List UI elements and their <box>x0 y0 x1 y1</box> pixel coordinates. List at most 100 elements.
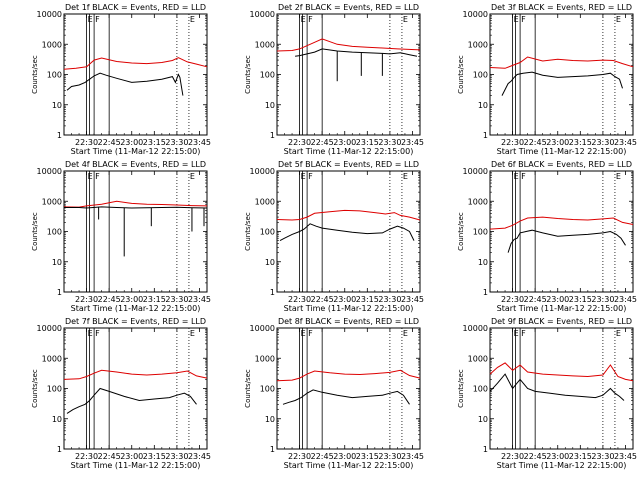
y-tick-label: 100 <box>260 71 275 80</box>
x-tick-label: 23:15 <box>143 295 166 304</box>
x-tick-label: 23:45 <box>614 295 637 304</box>
events-series-line <box>64 206 208 209</box>
y-tick-label: 1000 <box>468 197 488 206</box>
y-tick-label: 10000 <box>250 324 275 333</box>
x-tick-label: 22:30 <box>288 295 311 304</box>
panel-title: Det 5f BLACK = Events, RED = LLD <box>278 160 419 169</box>
marker-label: F <box>521 329 526 338</box>
marker-label: E <box>190 329 195 338</box>
marker-label: E <box>616 329 621 338</box>
lld-series-line <box>63 369 208 380</box>
x-tick-label: 23:30 <box>378 295 401 304</box>
x-axis-label: Start Time (11-Mar-12 22:15:00) <box>71 461 201 470</box>
x-tick-label: 23:15 <box>143 452 166 461</box>
x-tick-label: 22:30 <box>75 452 98 461</box>
events-series-line <box>66 72 184 96</box>
x-tick-label: 22:45 <box>98 138 121 147</box>
x-axis-label: Start Time (11-Mar-12 22:15:00) <box>284 147 414 156</box>
x-tick-label: 23:00 <box>333 452 356 461</box>
y-tick-label: 10000 <box>37 167 62 176</box>
y-axis-label: Counts/sec <box>457 212 465 251</box>
marker-label: E <box>190 15 195 24</box>
x-tick-label: 22:30 <box>288 138 311 147</box>
x-tick-label: 22:45 <box>311 452 334 461</box>
y-tick-label: 10 <box>478 101 488 110</box>
y-axis-label: Counts/sec <box>244 55 252 94</box>
y-tick-label: 10000 <box>250 10 275 19</box>
lld-series-line <box>489 362 634 382</box>
x-tick-label: 23:45 <box>401 295 424 304</box>
y-tick-label: 10 <box>52 101 62 110</box>
marker-label: E <box>514 15 519 24</box>
panel-title: Det 4f BLACK = Events, RED = LLD <box>65 160 206 169</box>
marker-label: E <box>301 15 306 24</box>
plot-frame <box>276 13 421 136</box>
panel-det-2: Det 2f BLACK = Events, RED = LLD 1 10 100 10… <box>244 3 424 156</box>
y-tick-label: 1000 <box>255 354 275 363</box>
x-tick-label: 22:45 <box>311 138 334 147</box>
y-axis-label: Counts/sec <box>31 212 39 251</box>
y-tick-label: 10 <box>478 258 488 267</box>
events-series-line <box>295 48 418 57</box>
x-tick-label: 22:30 <box>288 452 311 461</box>
marker-label: E <box>301 172 306 181</box>
events-series-line <box>507 229 626 253</box>
y-tick-label: 1000 <box>42 197 62 206</box>
panel-title: Det 9f BLACK = Events, RED = LLD <box>491 317 632 326</box>
x-axis-label: Start Time (11-Mar-12 22:15:00) <box>284 304 414 313</box>
panel-det-6: Det 6f BLACK = Events, RED = LLD 1 10 100 10… <box>457 160 637 313</box>
plot-frame <box>489 327 634 450</box>
panel-det-1: Det 1f BLACK = Events, RED = LLD 1 10 100 10… <box>31 3 211 156</box>
marker-label: F <box>521 172 526 181</box>
lld-series-line <box>63 200 208 208</box>
x-tick-label: 23:45 <box>614 452 637 461</box>
lld-series-line <box>489 216 634 230</box>
x-tick-label: 23:00 <box>333 138 356 147</box>
marker-label: E <box>616 15 621 24</box>
marker-label: E <box>88 172 93 181</box>
y-tick-label: 10 <box>478 415 488 424</box>
y-tick-label: 1000 <box>42 40 62 49</box>
y-tick-label: 1 <box>483 131 488 140</box>
y-axis-label: Counts/sec <box>244 369 252 408</box>
y-tick-label: 1000 <box>468 40 488 49</box>
marker-label: F <box>308 15 313 24</box>
x-tick-label: 23:30 <box>165 452 188 461</box>
x-tick-label: 23:45 <box>614 138 637 147</box>
marker-label: E <box>88 15 93 24</box>
panel-det-9: Det 9f BLACK = Events, RED = LLD 1 10 100 10… <box>457 317 637 470</box>
y-axis-label: Counts/sec <box>244 212 252 251</box>
x-tick-label: 22:45 <box>524 138 547 147</box>
panel-det-7: Det 7f BLACK = Events, RED = LLD 1 10 100 10… <box>31 317 211 470</box>
marker-label: E <box>403 172 408 181</box>
x-tick-label: 23:30 <box>165 295 188 304</box>
lld-series-line <box>276 209 421 221</box>
y-tick-label: 1 <box>57 288 62 297</box>
plot-frame <box>489 170 634 293</box>
y-tick-label: 100 <box>473 385 488 394</box>
x-tick-label: 23:45 <box>188 295 211 304</box>
marker-label: F <box>308 172 313 181</box>
y-tick-label: 10000 <box>250 167 275 176</box>
panel-det-8: Det 8f BLACK = Events, RED = LLD 1 10 100 10… <box>244 317 424 470</box>
panel-title: Det 7f BLACK = Events, RED = LLD <box>65 317 206 326</box>
x-tick-label: 22:30 <box>501 452 524 461</box>
panel-title: Det 1f BLACK = Events, RED = LLD <box>65 3 206 12</box>
y-tick-label: 1 <box>270 288 275 297</box>
marker-label: F <box>521 15 526 24</box>
x-tick-label: 22:30 <box>75 138 98 147</box>
y-axis-label: Counts/sec <box>457 369 465 408</box>
marker-label: E <box>403 329 408 338</box>
events-series-line <box>282 389 410 405</box>
y-tick-label: 1000 <box>255 40 275 49</box>
y-tick-label: 10000 <box>37 324 62 333</box>
marker-label: F <box>95 329 100 338</box>
x-tick-label: 23:30 <box>591 295 614 304</box>
y-tick-label: 100 <box>260 385 275 394</box>
panel-det-4: Det 4f BLACK = Events, RED = LLD 1 10 100 10… <box>31 160 211 313</box>
x-axis-label: Start Time (11-Mar-12 22:15:00) <box>284 461 414 470</box>
events-series-line <box>501 71 623 96</box>
x-tick-label: 23:15 <box>356 295 379 304</box>
x-tick-label: 22:30 <box>75 295 98 304</box>
y-tick-label: 10 <box>52 415 62 424</box>
